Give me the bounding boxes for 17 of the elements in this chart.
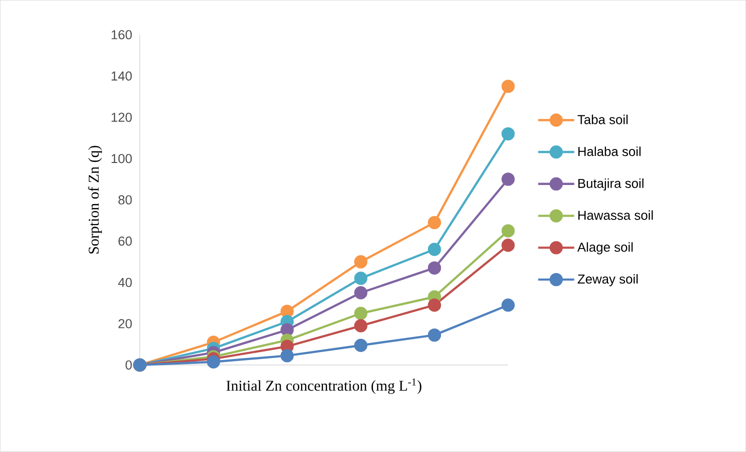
y-tick-label: 80 xyxy=(118,195,132,205)
y-tick-label: 120 xyxy=(112,112,132,122)
y-tick-label: 140 xyxy=(112,72,132,81)
legend-label: Hawassa soil xyxy=(578,210,653,220)
y-tick-label: 60 xyxy=(118,236,132,246)
y-axis-title: Sorption of Zn (q) xyxy=(88,146,102,254)
x-axis-title: Initial Zn concentration (mg L$^{-1}$) xyxy=(226,378,422,394)
legend-label: Halaba soil xyxy=(578,146,641,156)
y-tick-label: 100 xyxy=(112,154,132,164)
legend-label: Taba soil xyxy=(578,114,628,124)
y-tick-label: 160 xyxy=(112,30,132,40)
y-tick-label: 20 xyxy=(118,319,132,328)
y-tick-label: 0 xyxy=(126,360,132,370)
legend-label: Butajira soil xyxy=(578,178,644,191)
y-tick-label: 40 xyxy=(118,278,132,288)
legend-label: Zeway soil xyxy=(578,274,638,286)
legend-label: Alage soil xyxy=(577,242,633,254)
